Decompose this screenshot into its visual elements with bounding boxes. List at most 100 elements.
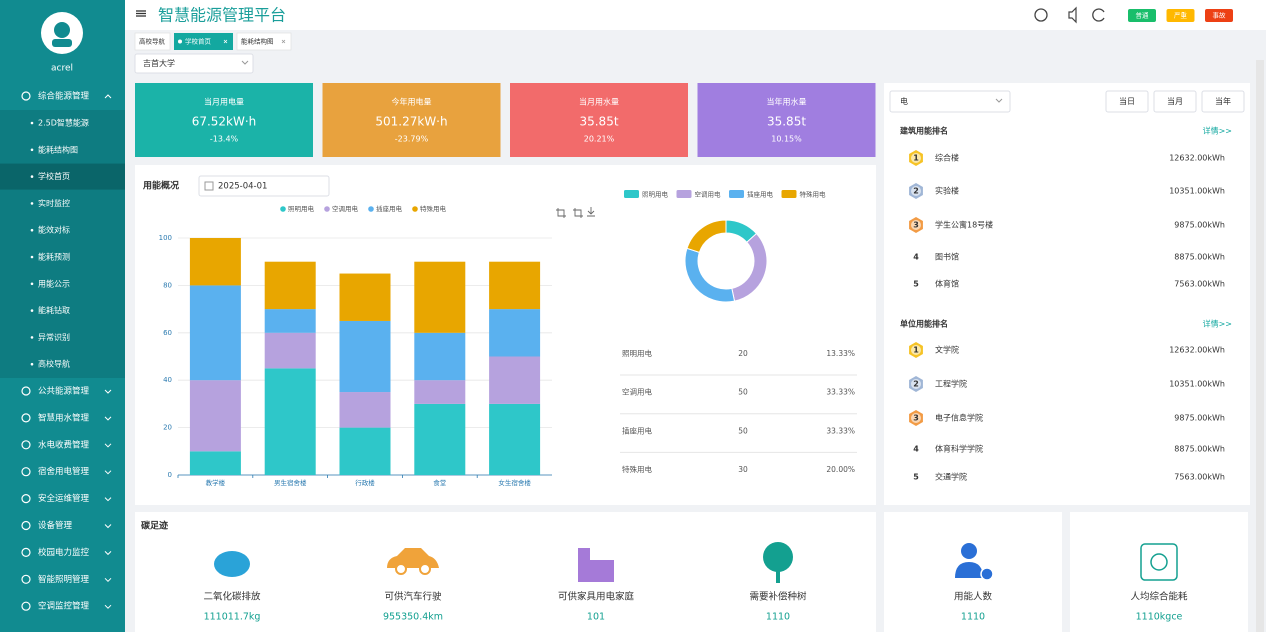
card-title: 今年用电量 bbox=[392, 97, 432, 107]
menu-icon bbox=[21, 547, 31, 558]
card-value: 501.27kW·h bbox=[375, 115, 447, 129]
icon-co2 bbox=[214, 551, 250, 577]
rank-name: 体育科学学院 bbox=[935, 444, 983, 454]
menu-group[interactable]: 智慧用水管理 bbox=[38, 412, 90, 423]
menu-group[interactable]: 安全运维管理 bbox=[38, 493, 90, 504]
icon-user bbox=[955, 562, 983, 578]
legend-label: 插座用电 bbox=[376, 204, 403, 213]
icon-energy bbox=[1150, 553, 1168, 571]
bar-segment bbox=[414, 403, 466, 475]
period-label[interactable]: 当年 bbox=[1215, 96, 1231, 106]
period-button[interactable] bbox=[1105, 90, 1149, 113]
rank-medal-inner bbox=[911, 379, 921, 389]
alarm-badge[interactable] bbox=[1205, 9, 1233, 22]
card-change: 10.15% bbox=[771, 135, 802, 144]
chevron bbox=[104, 443, 112, 448]
date-input[interactable] bbox=[198, 175, 330, 197]
table-value: 20 bbox=[738, 349, 748, 358]
alarm-label[interactable]: 严重 bbox=[1174, 12, 1188, 20]
toolbar-icon[interactable] bbox=[587, 207, 595, 217]
rank-number: 1 bbox=[913, 154, 919, 163]
alarm-label[interactable]: 事故 bbox=[1213, 11, 1227, 20]
menu-item[interactable]: 高校导航 bbox=[38, 359, 70, 369]
menu-item[interactable]: 能效对标 bbox=[38, 225, 70, 235]
menu-item[interactable]: 能耗钻取 bbox=[38, 305, 70, 315]
tab-close bbox=[281, 39, 286, 44]
tab-label[interactable]: 能耗结构图 bbox=[241, 37, 274, 46]
menu-item[interactable]: 学校首页 bbox=[38, 171, 70, 181]
table-value: 50 bbox=[738, 426, 748, 435]
avatar-icon bbox=[54, 22, 70, 38]
table-value: 50 bbox=[738, 388, 748, 397]
bullet bbox=[30, 362, 34, 366]
legend-label: 空调用电 bbox=[695, 190, 722, 199]
legend-dot bbox=[412, 206, 418, 212]
menu-group[interactable]: 设备管理 bbox=[38, 520, 73, 531]
toolbar-icon[interactable] bbox=[573, 208, 583, 218]
chevron bbox=[104, 94, 112, 99]
bar-segment bbox=[489, 356, 541, 404]
rank-medal-inner bbox=[911, 186, 921, 196]
submenu-bg bbox=[0, 110, 125, 378]
rank-value: 8875.00kWh bbox=[1174, 445, 1225, 454]
date-value[interactable]: 2025-04-01 bbox=[218, 182, 267, 192]
icon-help[interactable] bbox=[1034, 8, 1048, 22]
menu-group[interactable]: 水电收费管理 bbox=[38, 439, 90, 450]
table-share: 20.00% bbox=[826, 465, 855, 474]
carbon-value: 1110 bbox=[766, 612, 790, 623]
filter-value[interactable]: 电 bbox=[900, 96, 908, 106]
alarm-badge[interactable] bbox=[1128, 9, 1156, 22]
icon-sound[interactable] bbox=[1068, 6, 1077, 24]
legend-dot bbox=[368, 206, 374, 212]
bar-segment bbox=[189, 380, 241, 452]
y-tick-label: 0 bbox=[168, 471, 172, 479]
bullet bbox=[30, 202, 34, 205]
card-title: 当月用水量 bbox=[579, 97, 619, 107]
school-value[interactable]: 吉首大学 bbox=[143, 58, 175, 68]
menu-item[interactable]: 实时监控 bbox=[38, 198, 70, 208]
menu-group[interactable]: 校园电力监控 bbox=[38, 547, 90, 558]
rank-value: 7563.00kWh bbox=[1174, 280, 1225, 289]
card-change: -23.79% bbox=[395, 135, 429, 144]
menu-group[interactable]: 公共能源管理 bbox=[38, 386, 90, 397]
menu-group[interactable]: 综合能源管理 bbox=[38, 91, 90, 102]
stat-label: 用能人数 bbox=[954, 591, 993, 603]
rank-value: 9875.00kWh bbox=[1174, 414, 1225, 423]
rank-name: 电子信息学院 bbox=[935, 413, 983, 423]
menu-item[interactable]: 用能公示 bbox=[38, 278, 70, 288]
alarm-label[interactable]: 普通 bbox=[1136, 11, 1150, 20]
menu-item[interactable]: 异常识别 bbox=[38, 333, 70, 342]
tab[interactable] bbox=[236, 32, 292, 51]
menu-item[interactable]: 2.5D智慧能源 bbox=[38, 118, 89, 128]
period-label[interactable]: 当月 bbox=[1167, 96, 1183, 106]
tab[interactable] bbox=[174, 33, 233, 50]
tab-label[interactable]: 学校首页 bbox=[185, 37, 212, 46]
menu-group[interactable]: 智能照明管理 bbox=[38, 574, 90, 585]
rank-number: 1 bbox=[913, 346, 919, 355]
carbon-label: 需要补偿种树 bbox=[749, 591, 807, 603]
more-link[interactable]: 详情>> bbox=[1203, 319, 1232, 329]
more-link[interactable]: 详情>> bbox=[1203, 126, 1232, 136]
icon-user bbox=[961, 543, 977, 559]
bar-segment bbox=[489, 309, 541, 357]
icon-refresh[interactable] bbox=[1092, 8, 1105, 22]
menu-group[interactable]: 空调监控管理 bbox=[38, 601, 90, 612]
period-button[interactable] bbox=[1201, 90, 1245, 113]
stat-card bbox=[135, 83, 313, 157]
x-tick-label: 行政楼 bbox=[355, 478, 375, 487]
filter-select[interactable] bbox=[889, 90, 1011, 113]
tab[interactable] bbox=[134, 32, 171, 51]
period-button[interactable] bbox=[1153, 90, 1197, 113]
menu-icon bbox=[21, 520, 31, 531]
table-name: 照明用电 bbox=[622, 348, 652, 358]
menu-item[interactable]: 能耗预测 bbox=[38, 252, 70, 262]
alarm-badge[interactable] bbox=[1166, 9, 1195, 22]
rank-name: 学生公寓18号楼 bbox=[935, 220, 993, 230]
school-select[interactable] bbox=[134, 53, 254, 74]
period-label[interactable]: 当日 bbox=[1119, 96, 1135, 106]
menu-group[interactable]: 宿舍用电管理 bbox=[38, 466, 90, 477]
icon-tree bbox=[763, 542, 793, 572]
tab-label[interactable]: 高校导航 bbox=[139, 37, 166, 46]
toolbar-icon[interactable] bbox=[556, 208, 566, 218]
menu-item[interactable]: 能耗结构图 bbox=[38, 144, 78, 154]
